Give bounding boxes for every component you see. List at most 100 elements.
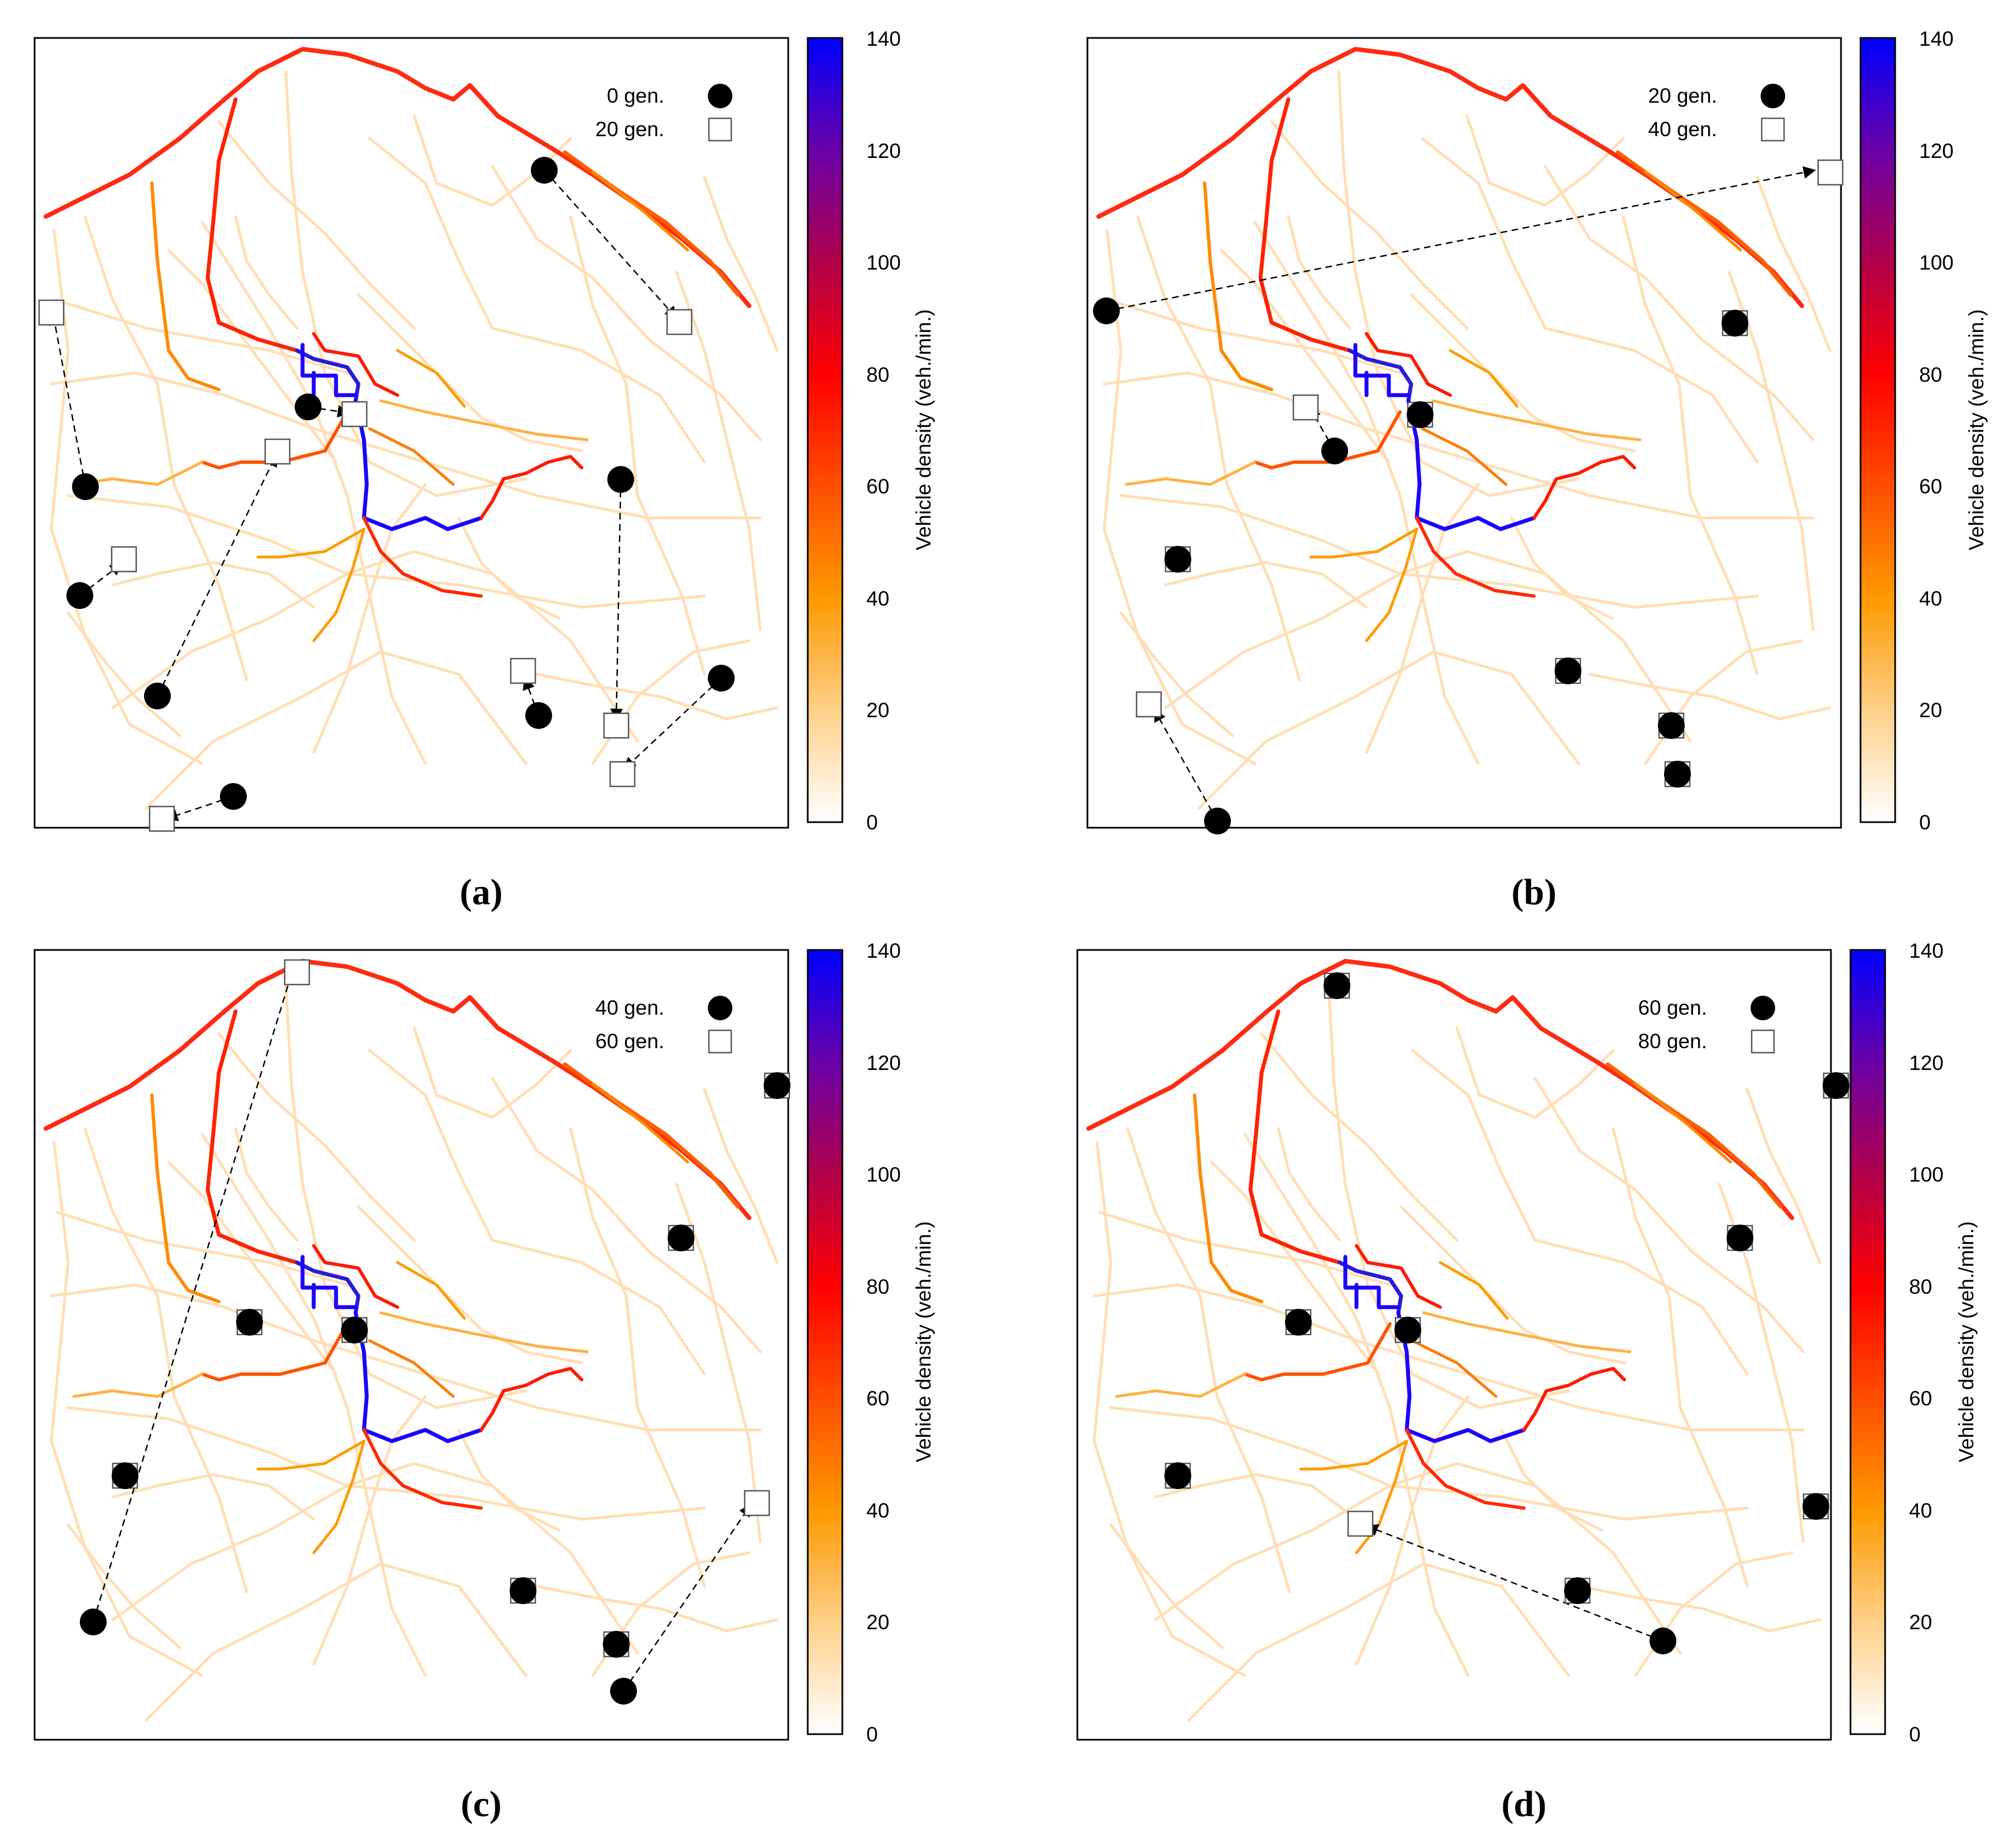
circle-marker	[1285, 1309, 1312, 1336]
panel-d: 60 gen. 80 gen.	[1076, 939, 1978, 1825]
circle-marker	[1664, 761, 1691, 788]
circle-marker	[607, 466, 634, 493]
migration-arrow	[79, 563, 123, 596]
colorbar-tick: 40	[1909, 1499, 1932, 1522]
migration-arrows	[92, 962, 752, 1692]
legend-square-marker	[1761, 117, 1785, 142]
circle-marker	[72, 473, 99, 500]
colorbar-title: Vehicle density (veh./min.)	[1965, 309, 1988, 550]
colorbar-tick: 60	[1909, 1387, 1932, 1410]
circle-marker	[220, 783, 247, 810]
square-marker	[148, 805, 175, 832]
migration-arrows	[1106, 166, 1816, 822]
legend-square-label: 80 gen.	[1638, 1030, 1707, 1053]
legend: 40 gen. 60 gen.	[596, 996, 732, 1054]
colorbar-ticks: 0 20 40 60 80 100 120 140	[866, 939, 901, 1746]
legend-circle-label: 20 gen.	[1648, 84, 1717, 107]
square-marker	[744, 1490, 770, 1516]
legend-circle-marker	[708, 996, 732, 1020]
circle-marker	[1802, 1493, 1829, 1520]
legend-square-label: 20 gen.	[596, 118, 664, 141]
migration-arrow	[92, 962, 298, 1623]
panel-b: 20 gen. 40 gen.	[1086, 27, 1988, 913]
circle-marker	[525, 702, 552, 729]
migration-arrow	[1308, 406, 1336, 452]
colorbar-tick: 20	[866, 1611, 889, 1634]
square-marker	[666, 309, 693, 335]
colorbar-title: Vehicle density (veh./min.)	[912, 1221, 935, 1462]
colorbar-tick: 140	[1919, 27, 1954, 50]
colorbar-tick: 120	[1919, 140, 1954, 162]
colorbar-tick: 40	[866, 587, 889, 610]
circle-marker	[1722, 310, 1748, 337]
legend-square-marker	[708, 117, 732, 142]
circle-marker	[236, 1309, 263, 1336]
colorbar-tick: 60	[866, 1387, 889, 1410]
colorbar-tick: 60	[1919, 475, 1942, 498]
colorbar-tick: 0	[1909, 1723, 1921, 1746]
colorbar-tick: 100	[866, 251, 901, 274]
migration-arrow	[49, 312, 87, 487]
square-marker	[1292, 394, 1319, 421]
circle-marker	[341, 1317, 368, 1343]
square-marker	[603, 712, 630, 739]
legend-circle-label: 40 gen.	[596, 996, 664, 1019]
migration-arrow	[610, 479, 623, 722]
panel-c: 40 gen. 60 gen.	[33, 939, 935, 1825]
circle-marker	[1164, 1462, 1191, 1489]
markers-old	[1164, 972, 1849, 1654]
legend: 60 gen. 80 gen.	[1638, 996, 1775, 1054]
colorbar-tick: 80	[1919, 363, 1942, 386]
colorbar-ticks: 0 20 40 60 80 100 120 140	[1919, 27, 1954, 834]
circle-marker	[1324, 972, 1350, 999]
circle-marker	[668, 1225, 694, 1251]
legend-circle-label: 0 gen.	[607, 84, 664, 107]
square-marker	[609, 761, 636, 788]
square-marker	[111, 546, 137, 573]
markers-old	[1093, 297, 1748, 834]
square-marker	[510, 657, 536, 684]
colorbar-title: Vehicle density (veh./min.)	[1955, 1221, 1978, 1462]
colorbar: 0 20 40 60 80 100 120 140 Vehicle densit…	[1849, 939, 1978, 1746]
migration-arrows	[1365, 1524, 1663, 1642]
legend-circle-label: 60 gen.	[1638, 996, 1707, 1019]
circle-marker	[1727, 1225, 1753, 1251]
colorbar-tick: 0	[1919, 811, 1931, 834]
legend: 20 gen. 40 gen.	[1648, 84, 1785, 142]
circle-marker	[80, 1609, 107, 1635]
migration-arrow	[1365, 1524, 1663, 1642]
square-marker	[1347, 1510, 1374, 1537]
legend-square-marker	[1751, 1029, 1775, 1054]
circle-marker	[1164, 546, 1191, 573]
legend-square-marker	[708, 1029, 732, 1054]
migration-arrow	[622, 1504, 752, 1692]
colorbar-tick: 100	[866, 1163, 901, 1186]
colorbar-tick: 20	[866, 699, 889, 722]
legend-circle-marker	[1751, 996, 1775, 1020]
panel-a: 0 gen. 20 gen.	[33, 27, 935, 913]
circle-marker	[764, 1072, 790, 1099]
colorbar-ticks: 0 20 40 60 80 100 120 140	[866, 27, 901, 834]
colorbar: 0 20 40 60 80 100 120 140 Vehicle densit…	[807, 939, 935, 1746]
caption: (b)	[1512, 872, 1557, 913]
legend-circle-marker	[708, 84, 732, 108]
colorbar-tick: 0	[866, 811, 878, 834]
colorbar-tick: 40	[866, 1499, 889, 1522]
circle-marker	[1555, 657, 1581, 684]
circle-marker	[1394, 1317, 1421, 1343]
square-marker	[1817, 159, 1844, 186]
colorbar-tick: 140	[866, 27, 901, 50]
square-marker	[38, 299, 65, 326]
circle-marker	[66, 582, 93, 609]
circle-marker	[1407, 401, 1434, 428]
circle-marker	[1564, 1577, 1591, 1604]
caption: (c)	[461, 1784, 501, 1825]
square-marker	[341, 401, 368, 428]
circle-marker	[1093, 297, 1120, 324]
colorbar-tick: 140	[1909, 939, 1944, 962]
colorbar-title: Vehicle density (veh./min.)	[912, 309, 935, 550]
square-marker	[264, 438, 291, 465]
colorbar-tick: 60	[866, 475, 889, 498]
colorbar-tick: 120	[1909, 1052, 1944, 1074]
markers-old	[80, 1072, 790, 1705]
